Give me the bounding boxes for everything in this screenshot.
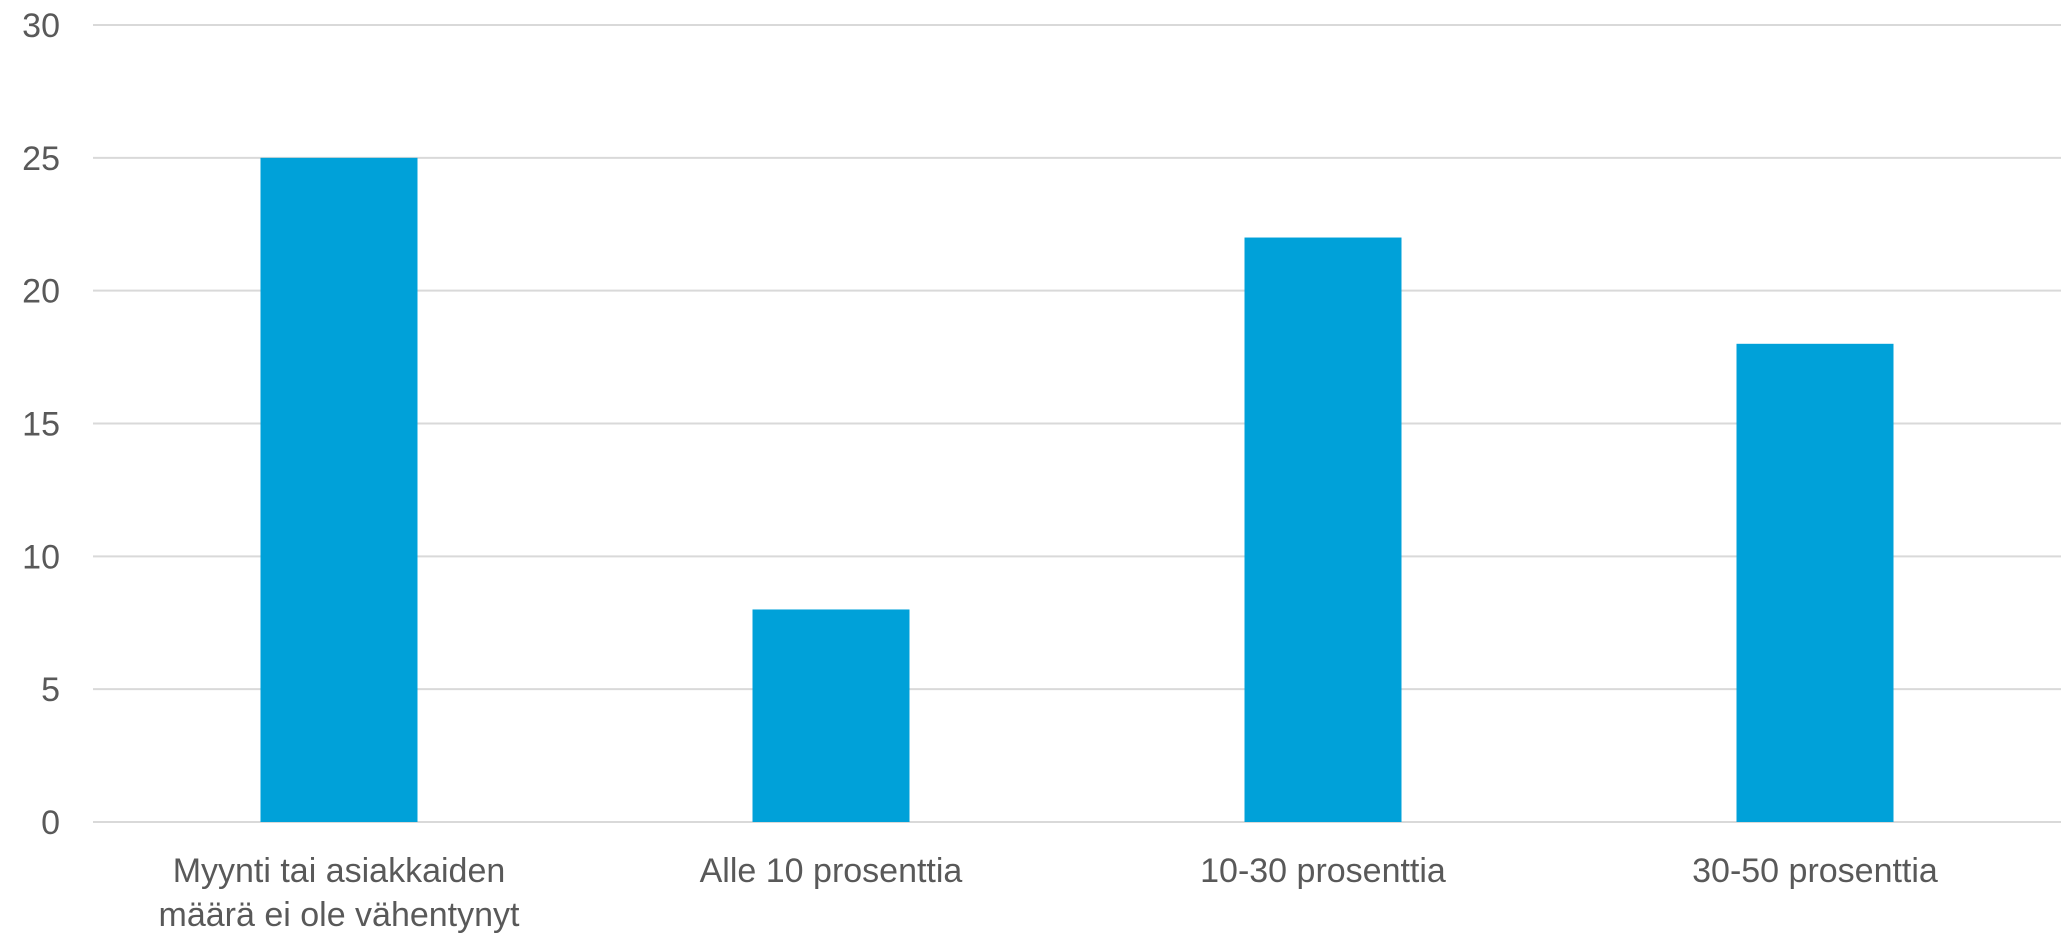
y-tick-label: 30 xyxy=(22,7,60,45)
x-category-label-line: Alle 10 prosenttia xyxy=(700,852,963,890)
x-category-label: Alle 10 prosenttia xyxy=(700,852,963,890)
bar xyxy=(1736,343,1894,822)
gridlines xyxy=(93,24,2061,823)
y-tick-label: 0 xyxy=(41,804,60,842)
bars xyxy=(260,157,1894,823)
y-tick-label: 25 xyxy=(22,140,60,178)
x-category-label: 30-50 prosenttia xyxy=(1692,852,1938,890)
x-category-label-line: määrä ei ole vähentynyt xyxy=(159,896,521,934)
y-tick-label: 15 xyxy=(22,406,60,444)
x-axis-labels: Myynti tai asiakkaiden määrä ei ole vähen… xyxy=(159,852,1938,934)
bar xyxy=(1244,237,1402,823)
x-category-label-line: 30-50 prosenttia xyxy=(1692,852,1938,890)
y-tick-label: 10 xyxy=(22,538,60,576)
x-category-label-line: Myynti tai asiakkaiden xyxy=(173,852,506,890)
y-tick-label: 20 xyxy=(22,273,60,311)
bar xyxy=(260,157,418,823)
x-category-label: 10-30 prosenttia xyxy=(1200,852,1446,890)
bar xyxy=(752,609,910,822)
y-tick-label: 5 xyxy=(41,671,60,709)
x-category-label-line: 10-30 prosenttia xyxy=(1200,852,1446,890)
y-axis-ticks: 0 5 10 15 20 25 30 xyxy=(22,7,60,842)
x-category-label: Myynti tai asiakkaiden määrä ei ole vähen… xyxy=(159,852,521,934)
